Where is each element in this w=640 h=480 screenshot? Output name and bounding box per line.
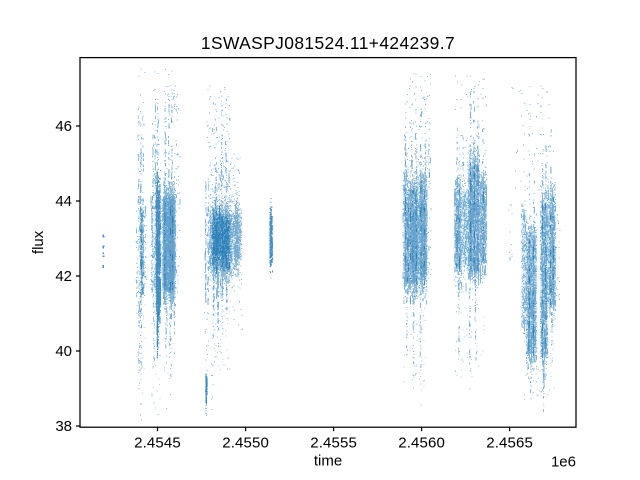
svg-text:2.4550: 2.4550 [222, 435, 269, 452]
svg-text:42: 42 [55, 268, 72, 285]
svg-text:2.4560: 2.4560 [398, 435, 445, 452]
svg-text:1e6: 1e6 [551, 454, 576, 471]
svg-text:44: 44 [55, 193, 72, 210]
svg-text:1SWASPJ081524.11+424239.7: 1SWASPJ081524.11+424239.7 [201, 33, 455, 53]
svg-text:time: time [314, 453, 342, 470]
svg-text:2.4555: 2.4555 [310, 435, 357, 452]
svg-text:38: 38 [55, 418, 72, 435]
svg-text:2.4565: 2.4565 [486, 435, 533, 452]
svg-text:2.4545: 2.4545 [134, 435, 181, 452]
svg-text:40: 40 [55, 343, 72, 360]
svg-text:46: 46 [55, 118, 72, 135]
svg-text:flux: flux [30, 230, 47, 254]
